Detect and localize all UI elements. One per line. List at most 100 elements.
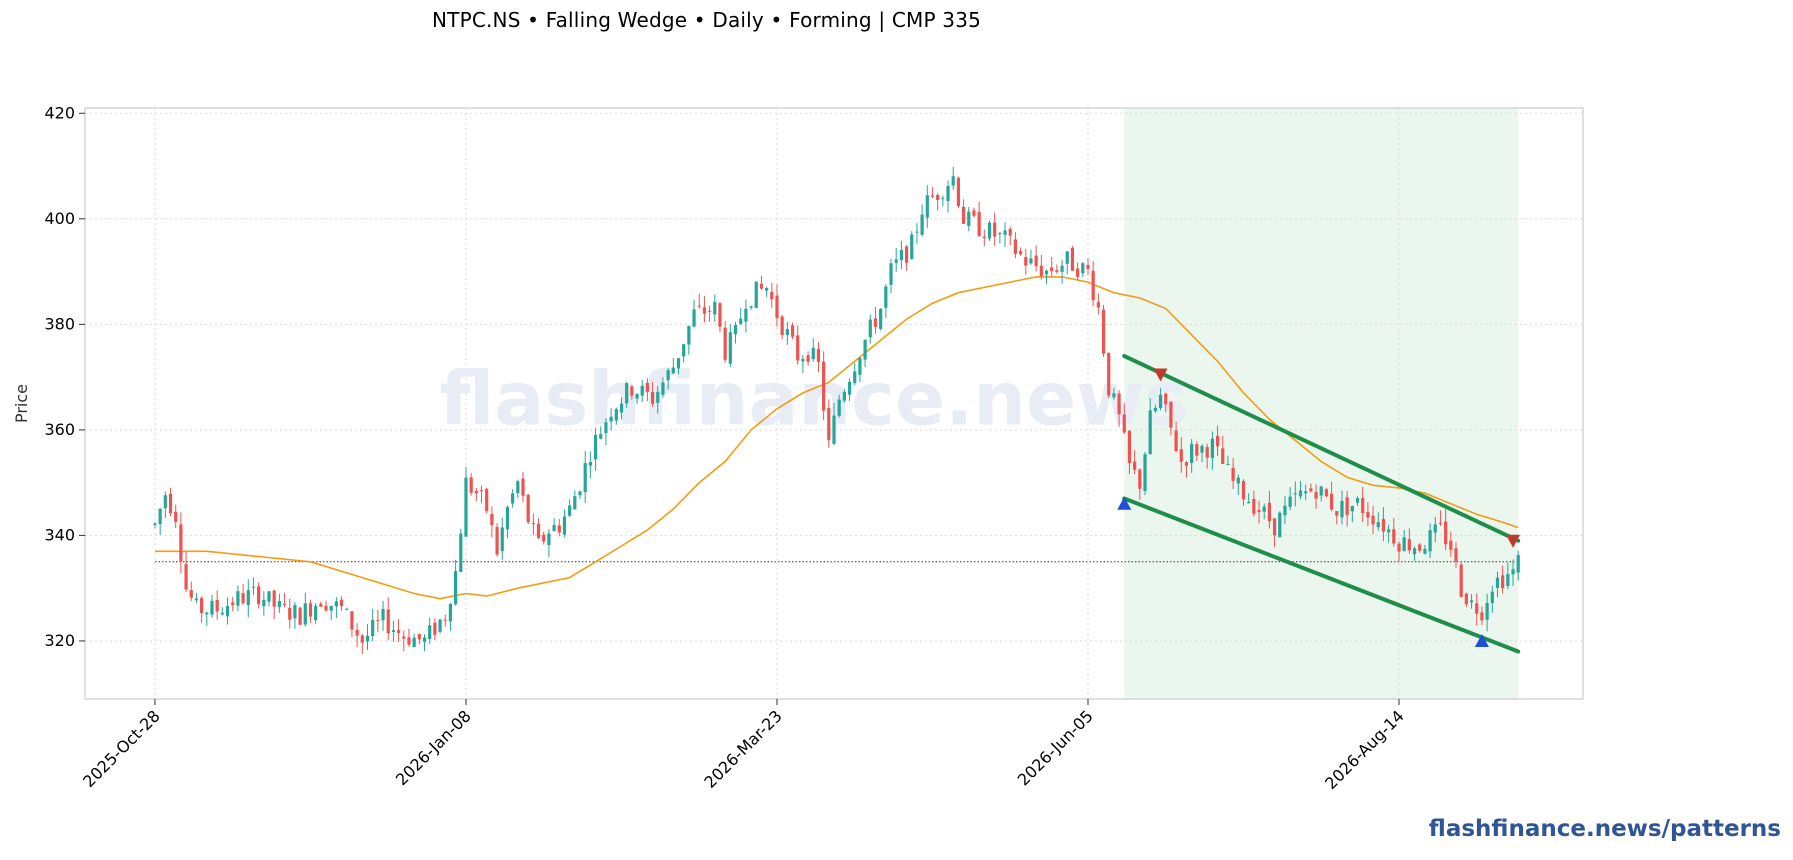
candle-body	[1433, 524, 1437, 533]
candle-body	[210, 600, 214, 615]
candle-body	[220, 612, 224, 615]
chart-title: NTPC.NS • Falling Wedge • Daily • Formin…	[432, 8, 982, 32]
candle-body	[1153, 407, 1157, 412]
candle-body	[583, 463, 587, 493]
x-tick-label: 2026-Aug-14	[1321, 706, 1408, 793]
candle-body	[1309, 488, 1313, 492]
candle-body	[1449, 540, 1453, 550]
grid-lines	[85, 108, 1583, 699]
candle-body	[1438, 522, 1443, 524]
candle-body	[350, 611, 354, 630]
candle-body	[806, 355, 810, 362]
candle-body	[1267, 502, 1272, 522]
candle-body	[619, 403, 624, 413]
lower-trendline	[1122, 496, 1521, 654]
candle-body	[1278, 512, 1282, 538]
candle-body	[396, 630, 401, 633]
candle-body	[1459, 564, 1463, 597]
candle-body	[1044, 270, 1049, 275]
candle-body	[889, 263, 893, 285]
candle-body	[1107, 352, 1111, 396]
candle-body	[557, 525, 561, 533]
pattern-window-highlight	[1124, 108, 1519, 699]
candle-body	[775, 295, 779, 319]
candle-body	[930, 195, 935, 197]
candle-body	[744, 308, 748, 322]
candle-body	[1055, 270, 1059, 272]
candle-body	[1226, 463, 1230, 465]
candle-body	[853, 371, 857, 384]
candle-body	[246, 590, 250, 606]
candle-body	[920, 214, 924, 235]
candle-body	[765, 287, 769, 291]
candle-body	[739, 318, 743, 324]
candle-body	[184, 564, 188, 590]
candle-body	[588, 462, 592, 466]
candle-body	[1210, 438, 1214, 458]
candle-body	[1231, 467, 1235, 481]
candle-body	[474, 490, 478, 494]
candle-body	[153, 523, 157, 525]
candle-body	[215, 599, 219, 612]
candle-body	[1148, 410, 1152, 455]
candle-body	[1454, 548, 1458, 562]
candle-body	[1112, 393, 1116, 398]
candle-body	[1495, 577, 1500, 588]
candle-body	[282, 604, 287, 606]
candle-body	[827, 408, 831, 441]
candle-body	[925, 195, 929, 218]
candle-body	[417, 634, 421, 640]
candle-body	[1127, 430, 1132, 463]
candle-body	[1215, 435, 1220, 447]
candle-body	[790, 325, 795, 337]
candle-body	[345, 608, 349, 610]
candle-body	[236, 591, 240, 606]
candle-body	[837, 399, 841, 416]
candle-body	[1345, 497, 1349, 516]
candle-body	[174, 511, 178, 522]
candle-body	[796, 335, 800, 361]
candle-body	[1247, 502, 1251, 504]
candle-body	[842, 391, 846, 401]
candle-body	[1008, 228, 1012, 236]
candle-body	[422, 637, 427, 642]
candle-body	[1480, 612, 1484, 621]
candle-body	[158, 508, 162, 524]
candle-body	[599, 434, 603, 439]
candle-body	[1086, 264, 1090, 269]
candle-body	[904, 246, 909, 263]
candle-body	[1143, 454, 1147, 491]
candle-body	[1195, 444, 1199, 456]
candle-body	[697, 305, 701, 307]
candle-body	[1485, 602, 1489, 620]
candle-body	[1418, 544, 1422, 551]
candle-body	[894, 259, 898, 263]
candle-body	[469, 477, 473, 493]
candle-body	[1376, 522, 1380, 528]
candle-body	[526, 494, 530, 523]
candle-body	[511, 493, 515, 504]
candle-body	[1158, 394, 1163, 409]
candle-body	[386, 609, 390, 634]
candle-body	[1039, 265, 1043, 276]
y-axis-label: Price	[12, 384, 31, 423]
candle-body	[1070, 247, 1075, 271]
candle-body	[1340, 500, 1344, 518]
candle-body	[298, 607, 302, 625]
y-tick-label: 340	[44, 525, 75, 544]
candle-body	[1138, 469, 1142, 489]
candle-body	[723, 327, 727, 360]
candle-body	[324, 605, 328, 611]
candle-body	[811, 347, 815, 360]
brand-link-text: flashfinance.news/patterns	[1428, 816, 1781, 842]
candle-body	[1392, 529, 1396, 544]
candle-body	[661, 382, 665, 395]
candle-body	[562, 516, 567, 535]
candle-body	[355, 629, 359, 636]
y-axis: 320 340 360 380 400 420	[44, 103, 85, 650]
candle-body	[505, 507, 510, 530]
candle-body	[163, 495, 167, 509]
candle-body	[728, 332, 732, 364]
candle-body	[314, 605, 318, 621]
candle-body	[1236, 477, 1240, 484]
